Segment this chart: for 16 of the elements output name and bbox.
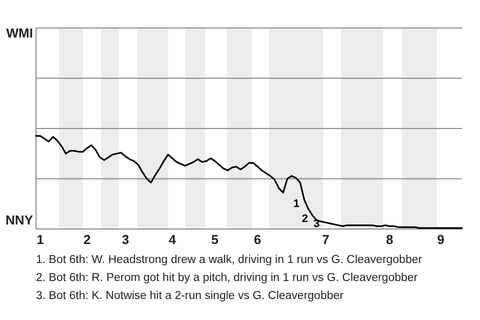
x-tick-label: 8	[386, 232, 394, 247]
annotation: 2	[302, 212, 308, 225]
x-tick-label: 7	[322, 232, 330, 247]
x-tick-label: 3	[122, 232, 130, 247]
text: NNY	[6, 212, 34, 228]
text: 3. Bot 6th: K. Notwise hit a 2-run single vs G. Cleavergobber	[36, 290, 344, 302]
x-tick-label: 5	[211, 232, 219, 247]
text: 2. Bot 6th: R. Perom got hit by a pitch, driving in 1 run vs G. Cleavergobber	[36, 272, 418, 284]
x-tick-label: 9	[437, 232, 444, 247]
x-tick-label: 4	[168, 232, 177, 247]
annotation: 1	[293, 198, 300, 210]
x-tick-label: 6	[254, 232, 262, 247]
x-tick-label: 2	[84, 232, 91, 247]
x-tick-label: 1	[36, 232, 44, 247]
text: 1. Bot 6th: W. Headstrong drew a walk, driving in 1 run vs G. Cleavergobber	[36, 254, 422, 266]
text: WMI	[6, 26, 33, 41]
